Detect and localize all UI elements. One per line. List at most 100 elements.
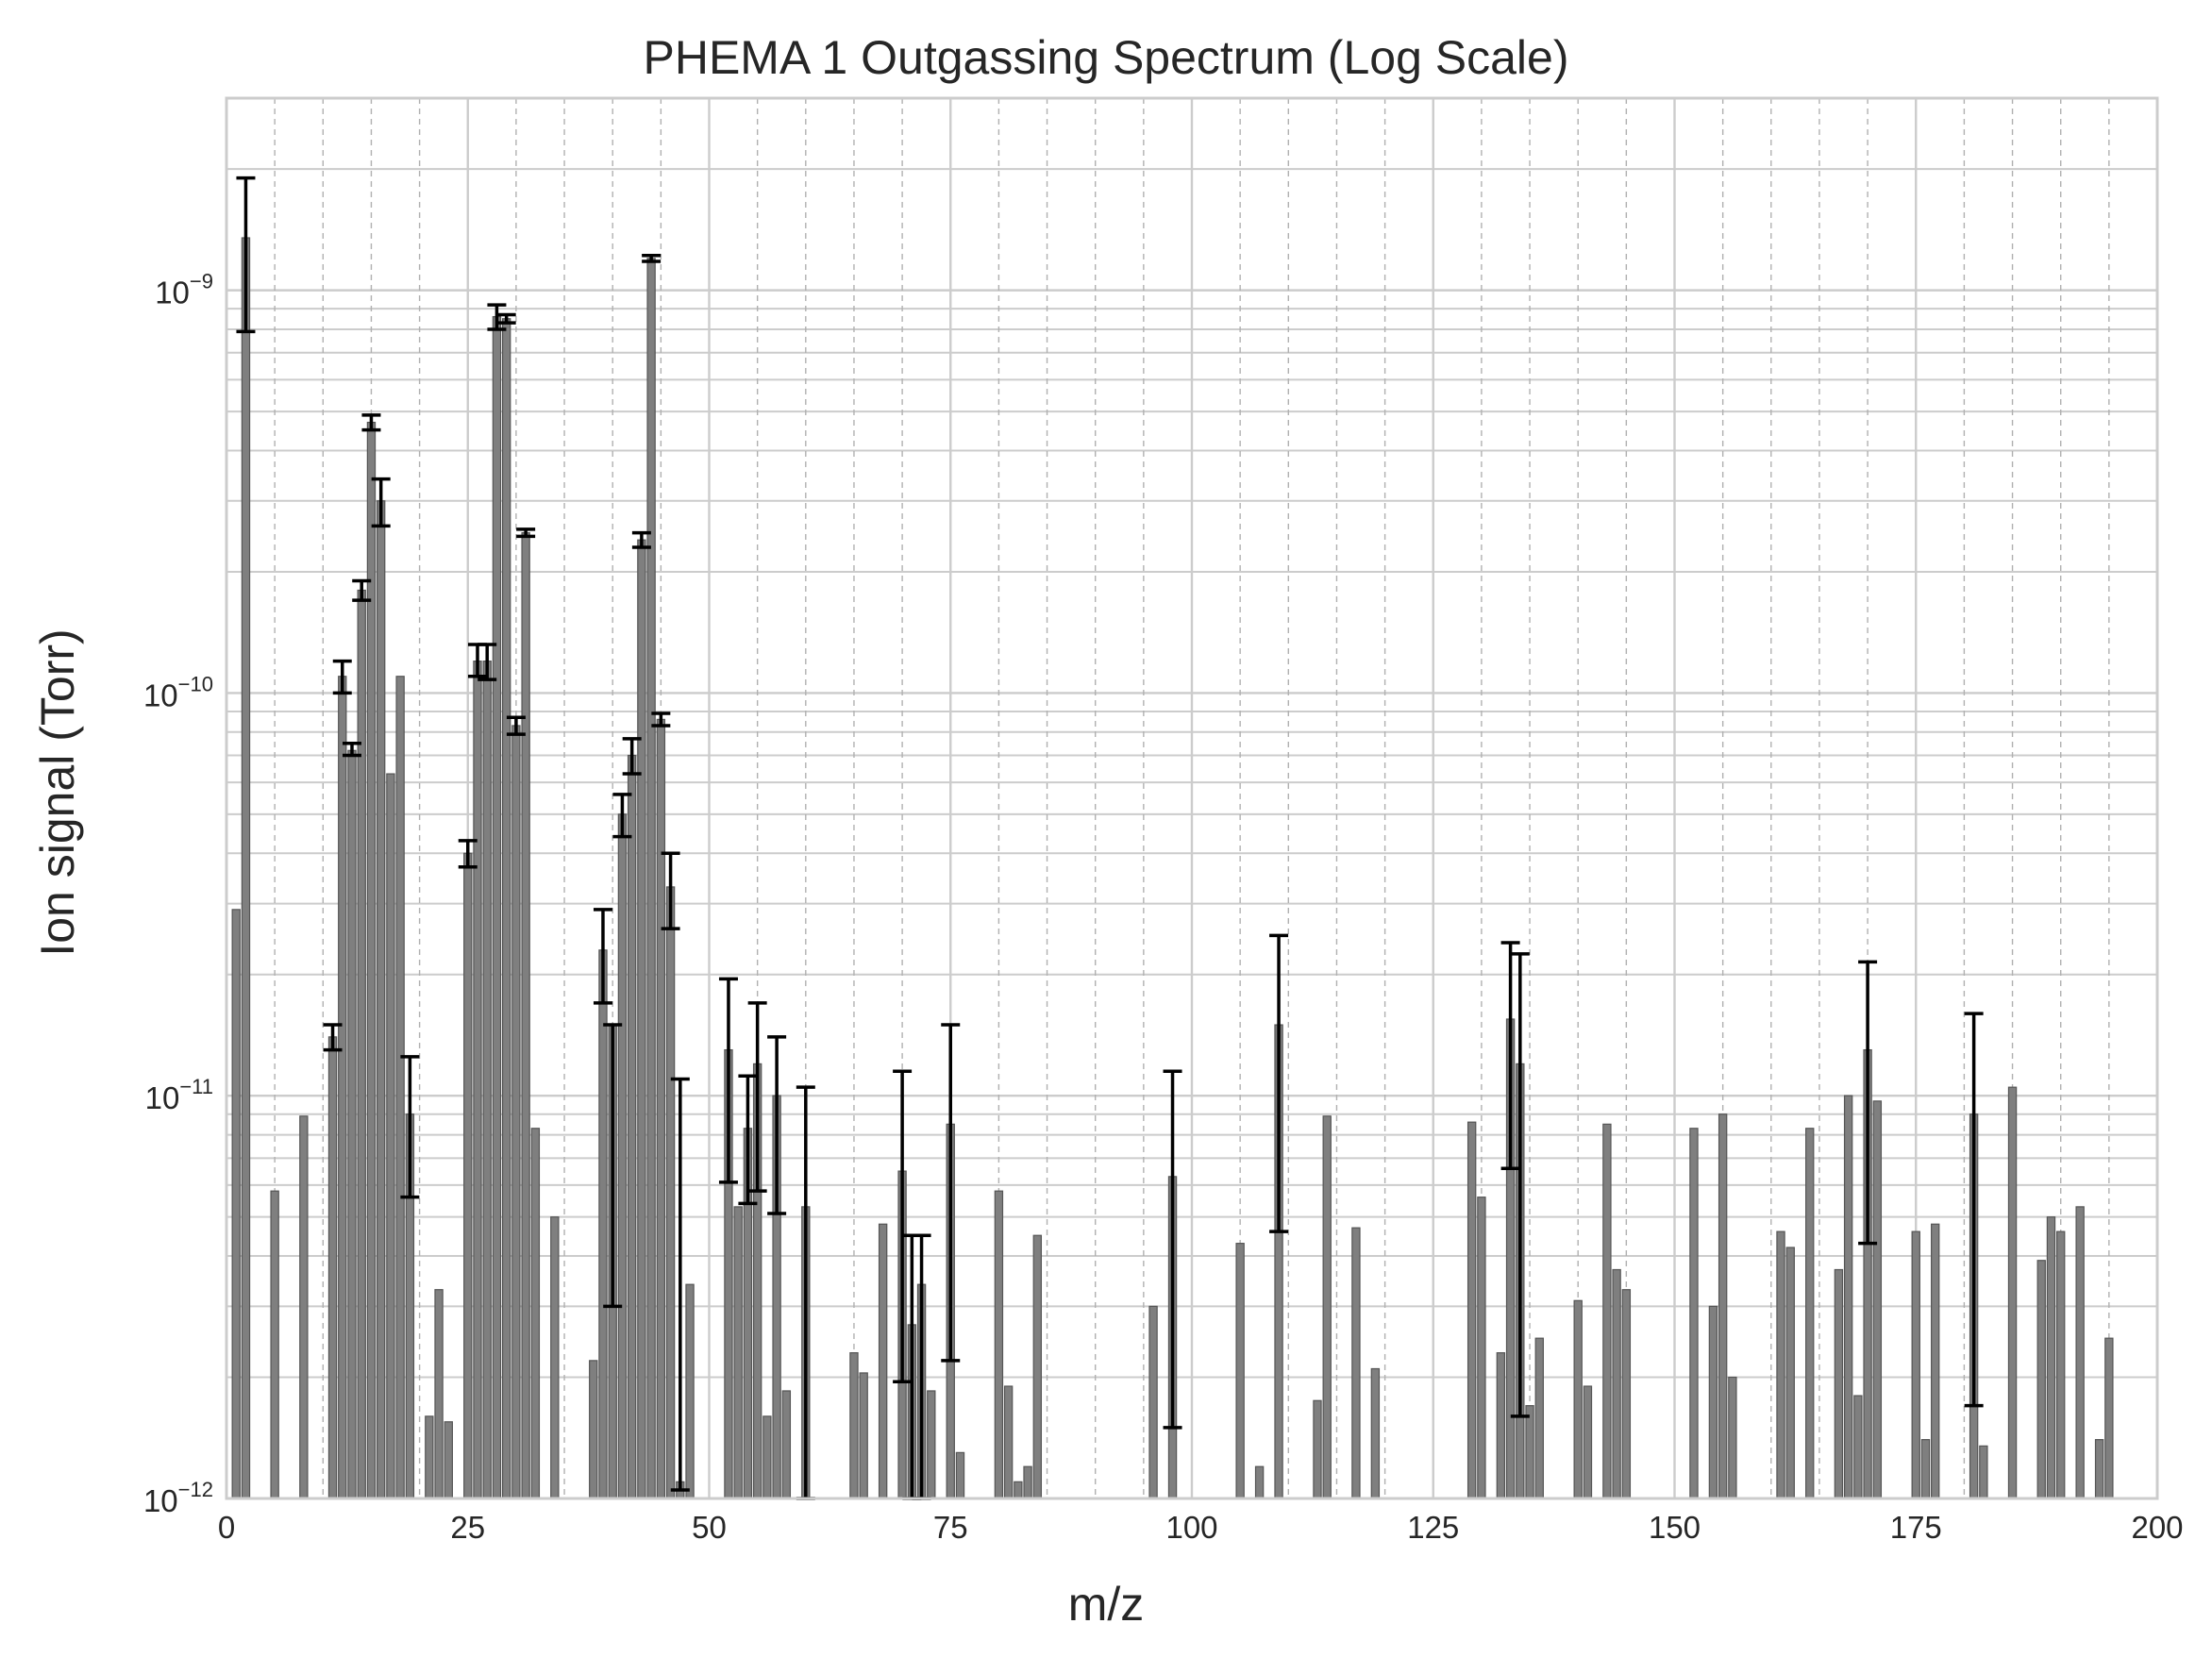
bar-mz-14 bbox=[357, 589, 366, 1499]
y-tick-base: 10 bbox=[143, 678, 178, 712]
bar-mz-188 bbox=[2036, 1260, 2046, 1499]
bar-mz-81 bbox=[1003, 1385, 1014, 1499]
bar-mz-119 bbox=[1370, 1367, 1381, 1499]
x-tick-label-50: 50 bbox=[692, 1510, 727, 1545]
bar-mz-105 bbox=[1235, 1243, 1245, 1499]
bar-mz-113 bbox=[1313, 1399, 1322, 1499]
bar-mz-130 bbox=[1477, 1197, 1486, 1499]
bar-mz-12 bbox=[338, 676, 347, 1499]
bar-mz-84 bbox=[1032, 1234, 1043, 1499]
bar-mz-28 bbox=[492, 315, 502, 1499]
bar-mz-22 bbox=[434, 1289, 444, 1499]
bar-mz-17 bbox=[386, 773, 395, 1499]
x-tick-label-100: 100 bbox=[1165, 1510, 1217, 1545]
bar-mz-23 bbox=[444, 1421, 453, 1499]
bar-mz-168 bbox=[1843, 1095, 1853, 1499]
bar-mz-80 bbox=[994, 1190, 1004, 1499]
bar-mz-27 bbox=[482, 661, 492, 1499]
bar-mz-154 bbox=[1708, 1305, 1718, 1499]
bar-mz-162 bbox=[1785, 1247, 1795, 1499]
bar-mz-132 bbox=[1496, 1352, 1506, 1499]
bar-mz-152 bbox=[1689, 1128, 1699, 1499]
bar-mz-190 bbox=[2056, 1230, 2066, 1499]
bar-mz-143 bbox=[1602, 1123, 1612, 1499]
bar-mz-164 bbox=[1805, 1128, 1815, 1499]
chart-title: PHEMA 1 Outgassing Spectrum (Log Scale) bbox=[643, 31, 1568, 84]
bar-mz-21 bbox=[425, 1415, 434, 1499]
bar-mz-42 bbox=[627, 754, 637, 1499]
bar-mz-48 bbox=[685, 1283, 695, 1499]
bar-mz-53 bbox=[733, 1206, 743, 1499]
bar-mz-145 bbox=[1621, 1289, 1632, 1499]
y-tick-exponent: −10 bbox=[178, 672, 213, 695]
bar-mz-16 bbox=[376, 500, 386, 1499]
x-axis-label: m/z bbox=[1068, 1578, 1145, 1631]
bar-mz-129 bbox=[1466, 1121, 1477, 1499]
bar-mz-5 bbox=[270, 1190, 279, 1499]
bar-mz-44 bbox=[646, 258, 656, 1499]
bar-mz-26 bbox=[473, 661, 482, 1499]
bar-mz-31 bbox=[521, 531, 530, 1499]
x-tick-label-25: 25 bbox=[450, 1510, 485, 1545]
y-tick-label: 10−10 bbox=[143, 672, 213, 712]
bar-mz-76 bbox=[955, 1451, 965, 1499]
y-tick-base: 10 bbox=[145, 1080, 180, 1115]
bar-mz-176 bbox=[1920, 1439, 1931, 1499]
bar-mz-13 bbox=[347, 749, 357, 1499]
bar-mz-1 bbox=[231, 909, 241, 1499]
bar-mz-182 bbox=[1979, 1445, 1988, 1499]
x-tick-label-200: 200 bbox=[2131, 1510, 2183, 1545]
y-tick-base: 10 bbox=[143, 1483, 178, 1518]
bar-mz-140 bbox=[1573, 1299, 1583, 1499]
x-tick-label-75: 75 bbox=[933, 1510, 968, 1545]
bar-mz-15 bbox=[366, 421, 377, 1499]
bar-mz-45 bbox=[656, 718, 666, 1499]
y-tick-exponent: −9 bbox=[190, 270, 213, 293]
bar-mz-144 bbox=[1612, 1268, 1621, 1499]
x-tick-label-0: 0 bbox=[218, 1510, 235, 1545]
bar-mz-155 bbox=[1718, 1113, 1728, 1499]
bar-mz-171 bbox=[1872, 1100, 1883, 1499]
bar-mz-43 bbox=[637, 539, 646, 1499]
bar-mz-29 bbox=[501, 318, 511, 1499]
bar-mz-185 bbox=[2007, 1086, 2018, 1499]
bar-mz-58 bbox=[781, 1390, 792, 1499]
bar-mz-83 bbox=[1023, 1465, 1032, 1499]
bar-mz-96 bbox=[1148, 1305, 1158, 1499]
bar-mz-25 bbox=[463, 852, 473, 1499]
bar-mz-68 bbox=[878, 1223, 888, 1499]
y-axis-label: Ion signal (Torr) bbox=[31, 628, 84, 956]
bar-mz-167 bbox=[1834, 1268, 1844, 1499]
bar-mz-117 bbox=[1351, 1227, 1361, 1499]
bar-mz-107 bbox=[1254, 1465, 1265, 1499]
x-tick-label-175: 175 bbox=[1890, 1510, 1942, 1545]
y-tick-base: 10 bbox=[155, 276, 190, 310]
bar-mz-114 bbox=[1322, 1115, 1332, 1499]
y-tick-label: 10−9 bbox=[155, 270, 213, 310]
bar-mz-189 bbox=[2046, 1216, 2056, 1499]
bar-mz-56 bbox=[762, 1415, 772, 1499]
x-tick-label-150: 150 bbox=[1649, 1510, 1701, 1545]
bar-mz-18 bbox=[395, 676, 405, 1499]
bar-mz-136 bbox=[1534, 1337, 1544, 1499]
bar-mz-41 bbox=[617, 813, 628, 1499]
bar-mz-39 bbox=[598, 949, 608, 1499]
y-tick-label: 10−11 bbox=[145, 1075, 213, 1115]
bar-mz-46 bbox=[665, 886, 676, 1499]
bar-mz-135 bbox=[1525, 1405, 1534, 1499]
bar-mz-11 bbox=[327, 1036, 338, 1499]
bar-mz-34 bbox=[550, 1216, 560, 1499]
bar-mz-161 bbox=[1776, 1230, 1785, 1499]
bar-mz-32 bbox=[530, 1128, 541, 1499]
bar-mz-2 bbox=[241, 237, 251, 1499]
y-tick-label: 10−12 bbox=[143, 1478, 213, 1518]
x-tick-label-125: 125 bbox=[1407, 1510, 1459, 1545]
bar-mz-38 bbox=[589, 1360, 598, 1499]
bar-mz-82 bbox=[1014, 1481, 1023, 1499]
bar-mz-65 bbox=[849, 1352, 859, 1499]
bar-mz-141 bbox=[1583, 1385, 1593, 1499]
bar-mz-169 bbox=[1853, 1395, 1863, 1499]
bar-mz-66 bbox=[859, 1372, 868, 1499]
